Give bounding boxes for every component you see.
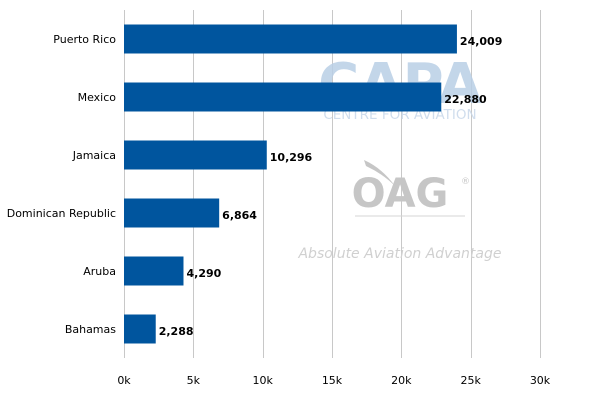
oag-watermark-tagline: Absolute Aviation Advantage [297,246,501,262]
gridlines [124,10,541,358]
oag-swoosh-icon [364,160,395,186]
category-label: Bahamas [65,323,116,336]
category-label: Dominican Republic [7,207,116,220]
x-tick-label: 25k [460,374,481,387]
registered-icon: ® [461,177,470,187]
bar [124,140,267,170]
bars [124,24,457,344]
data-label: 22,880 [444,93,487,106]
bar [124,256,184,286]
category-label: Jamaica [72,149,116,162]
data-label: 4,290 [186,267,221,280]
data-label: 6,864 [222,209,257,222]
x-tick-label: 20k [391,374,412,387]
data-label: 10,296 [270,151,313,164]
category-label: Mexico [78,91,117,104]
category-label: Aruba [83,265,116,278]
data-label: 24,009 [460,35,502,48]
bar [124,314,156,344]
bar [124,82,442,112]
x-tick-label: 10k [252,374,273,387]
oag-watermark: OAG ® Absolute Aviation Advantage [297,160,502,262]
x-tick-labels: 0k 5k 10k 15k 20k 25k 30k [117,374,550,387]
value-labels: 24,009 22,880 10,296 6,864 4,290 2,288 [159,35,503,338]
x-tick-label: 30k [530,374,551,387]
bar [124,198,220,228]
category-label: Puerto Rico [53,33,116,46]
x-tick-label: 5k [187,374,201,387]
bar [124,24,457,54]
x-tick-label: 15k [322,374,343,387]
category-labels: Puerto Rico Mexico Jamaica Dominican Republ… [7,33,117,336]
oag-watermark-text: OAG [352,171,449,217]
data-label: 2,288 [159,325,194,338]
x-tick-label: 0k [117,374,131,387]
